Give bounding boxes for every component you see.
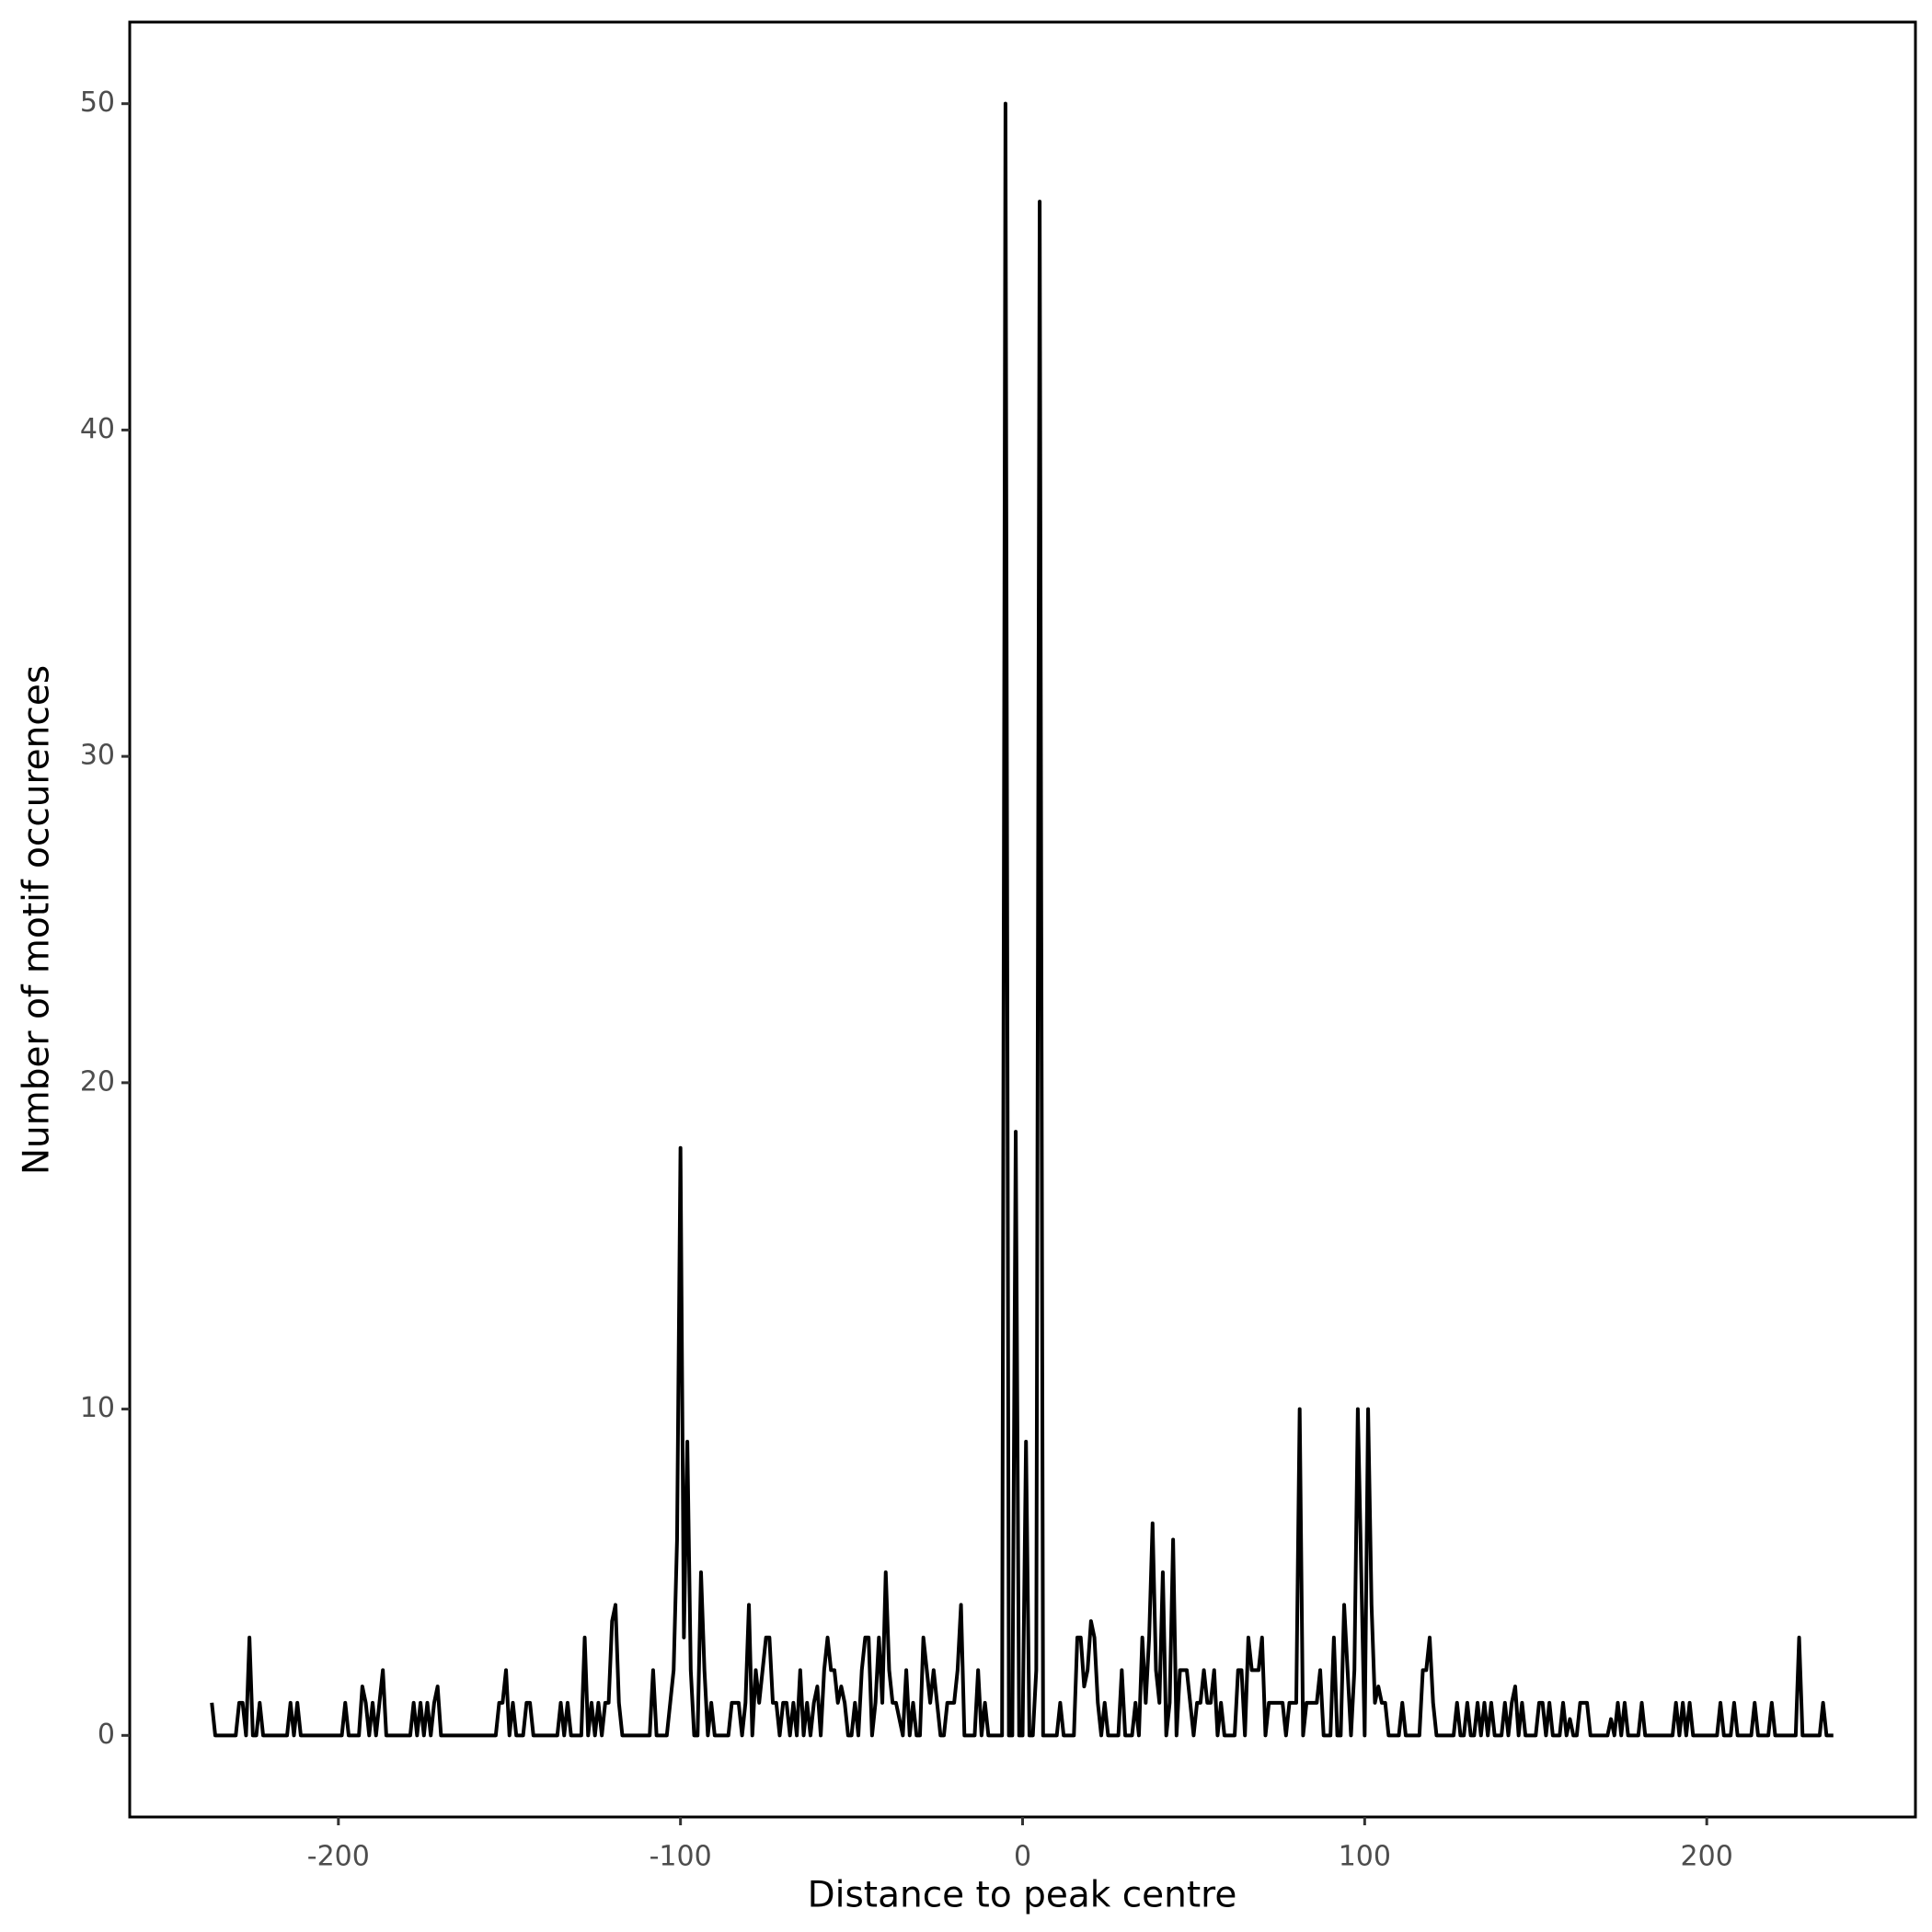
x-axis-title: Distance to peak centre (808, 1875, 1237, 1916)
x-tick-label: -200 (307, 1841, 370, 1873)
y-tick-label: 50 (80, 86, 115, 119)
y-tick-label: 40 (80, 413, 115, 445)
y-tick-label: 30 (80, 740, 115, 772)
y-axis-title: Number of motif occurences (17, 665, 58, 1175)
panel-border (128, 20, 1917, 1819)
y-tick-label: 20 (80, 1065, 115, 1098)
x-tick-label: 0 (1014, 1841, 1031, 1873)
x-tick-label: 100 (1339, 1841, 1391, 1873)
data-line (210, 101, 1834, 1738)
y-tick-label: 0 (98, 1719, 115, 1751)
x-tick-label: 200 (1681, 1841, 1733, 1873)
y-tick-label: 10 (80, 1392, 115, 1424)
x-tick-label: -100 (650, 1841, 712, 1873)
